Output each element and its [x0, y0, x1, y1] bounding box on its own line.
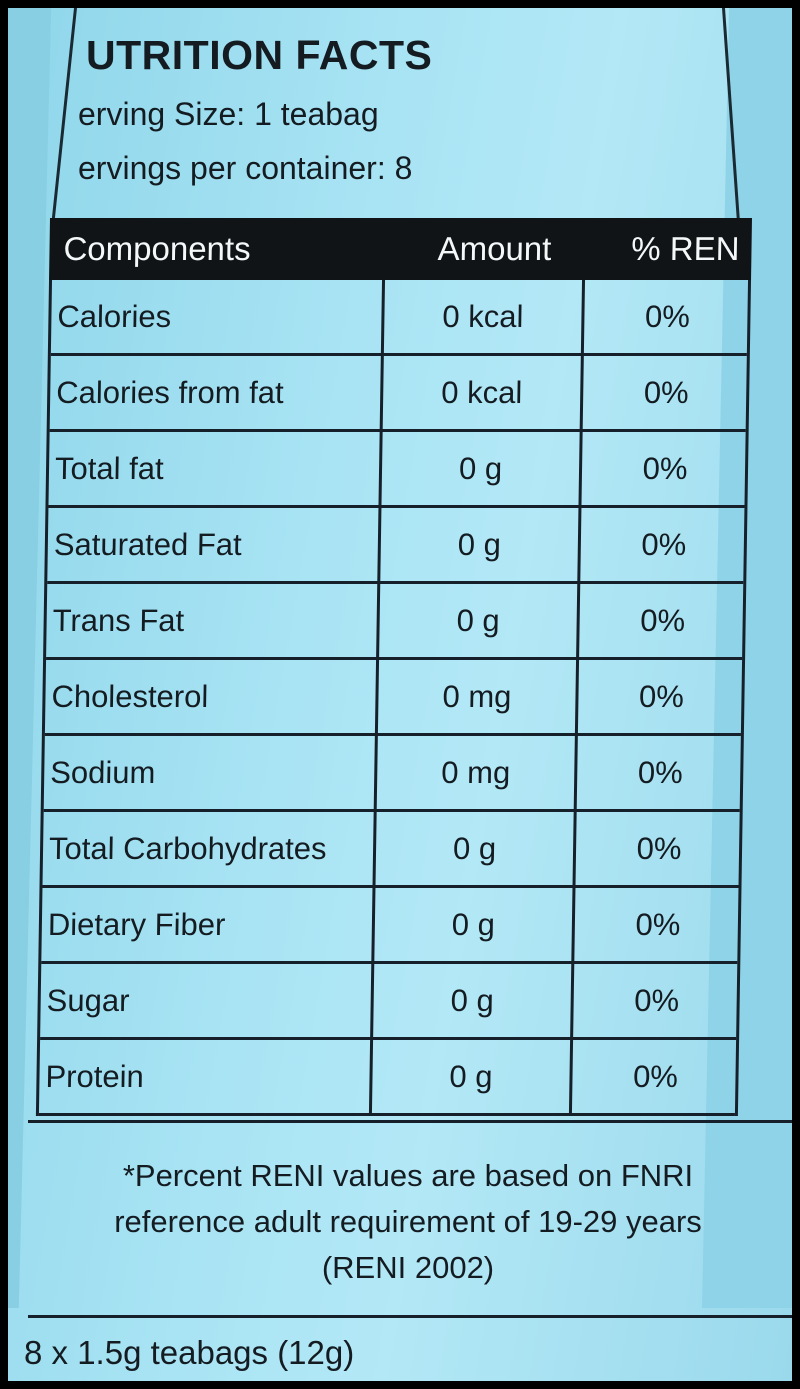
- table-row: Dietary Fiber 0 g 0%: [41, 888, 739, 964]
- component-name: Dietary Fiber: [41, 888, 376, 961]
- component-amount: 0 g: [371, 1040, 574, 1113]
- component-amount: 0 kcal: [383, 280, 586, 353]
- component-percent: 0%: [634, 982, 680, 1018]
- component-percent: 0%: [635, 906, 681, 942]
- table-row: Cholesterol 0 mg 0%: [44, 660, 743, 736]
- table-header: Components Amount % REN: [49, 218, 753, 280]
- component-percent: 0%: [637, 754, 683, 790]
- package-contents: 8 x 1.5g teabags (12g): [24, 1334, 355, 1371]
- component-name: Sodium: [43, 736, 378, 809]
- component-percent: 0%: [642, 450, 688, 486]
- component-percent: 0%: [644, 298, 691, 334]
- reni-footnote: *Percent RENI values are based on FNRI r…: [114, 1158, 702, 1285]
- nutrition-table: Components Amount % REN Calories 0 kcal …: [35, 218, 753, 1116]
- component-name: Protein: [38, 1040, 374, 1113]
- component-amount: 0 g: [380, 508, 582, 581]
- component-amount: 0 g: [375, 812, 577, 885]
- component-percent: 0%: [638, 678, 685, 714]
- table-row: Sodium 0 mg 0%: [43, 736, 741, 812]
- component-percent: 0%: [643, 374, 689, 410]
- table-row: Saturated Fat 0 g 0%: [47, 508, 745, 584]
- component-name: Calories: [50, 280, 386, 353]
- component-name: Total Carbohydrates: [42, 812, 377, 885]
- footnote-box: *Percent RENI values are based on FNRI r…: [28, 1120, 792, 1318]
- servings-per-container: ervings per container: 8: [78, 150, 413, 186]
- component-name: Sugar: [40, 964, 375, 1037]
- component-amount: 0 mg: [377, 660, 580, 733]
- table-row: Protein 0 g 0%: [38, 1040, 737, 1116]
- component-name: Cholesterol: [44, 660, 380, 733]
- header-amount: Amount: [437, 230, 552, 267]
- table-body: Calories 0 kcal 0% Calories from fat 0 k…: [35, 280, 752, 1116]
- table-row: Total fat 0 g 0%: [48, 432, 746, 508]
- component-amount: 0 mg: [376, 736, 578, 809]
- table-row: Calories from fat 0 kcal 0%: [49, 356, 747, 432]
- component-name: Total fat: [48, 432, 383, 505]
- table-row: Trans Fat 0 g 0%: [46, 584, 744, 660]
- table-row: Sugar 0 g 0%: [40, 964, 738, 1040]
- component-percent: 0%: [636, 830, 682, 866]
- component-name: Calories from fat: [49, 356, 384, 429]
- header-percent-reni: % REN: [631, 230, 740, 267]
- component-name: Trans Fat: [46, 584, 381, 657]
- nutrition-title: UTRITION FACTS: [86, 32, 433, 78]
- component-amount: 0 g: [381, 432, 583, 505]
- component-amount: 0 g: [374, 888, 576, 961]
- component-percent: 0%: [640, 602, 686, 638]
- header-components: Components: [63, 230, 251, 267]
- serving-size: erving Size: 1 teabag: [78, 96, 379, 132]
- table-row: Total Carbohydrates 0 g 0%: [42, 812, 740, 888]
- table-row: Calories 0 kcal 0%: [50, 280, 749, 356]
- component-amount: 0 kcal: [382, 356, 584, 429]
- component-name: Saturated Fat: [47, 508, 382, 581]
- component-percent: 0%: [632, 1058, 679, 1094]
- component-amount: 0 g: [373, 964, 575, 1037]
- package-fold-line-left: [51, 8, 77, 218]
- label-photo: UTRITION FACTS erving Size: 1 teabag erv…: [8, 8, 792, 1381]
- component-amount: 0 g: [379, 584, 581, 657]
- component-percent: 0%: [641, 526, 687, 562]
